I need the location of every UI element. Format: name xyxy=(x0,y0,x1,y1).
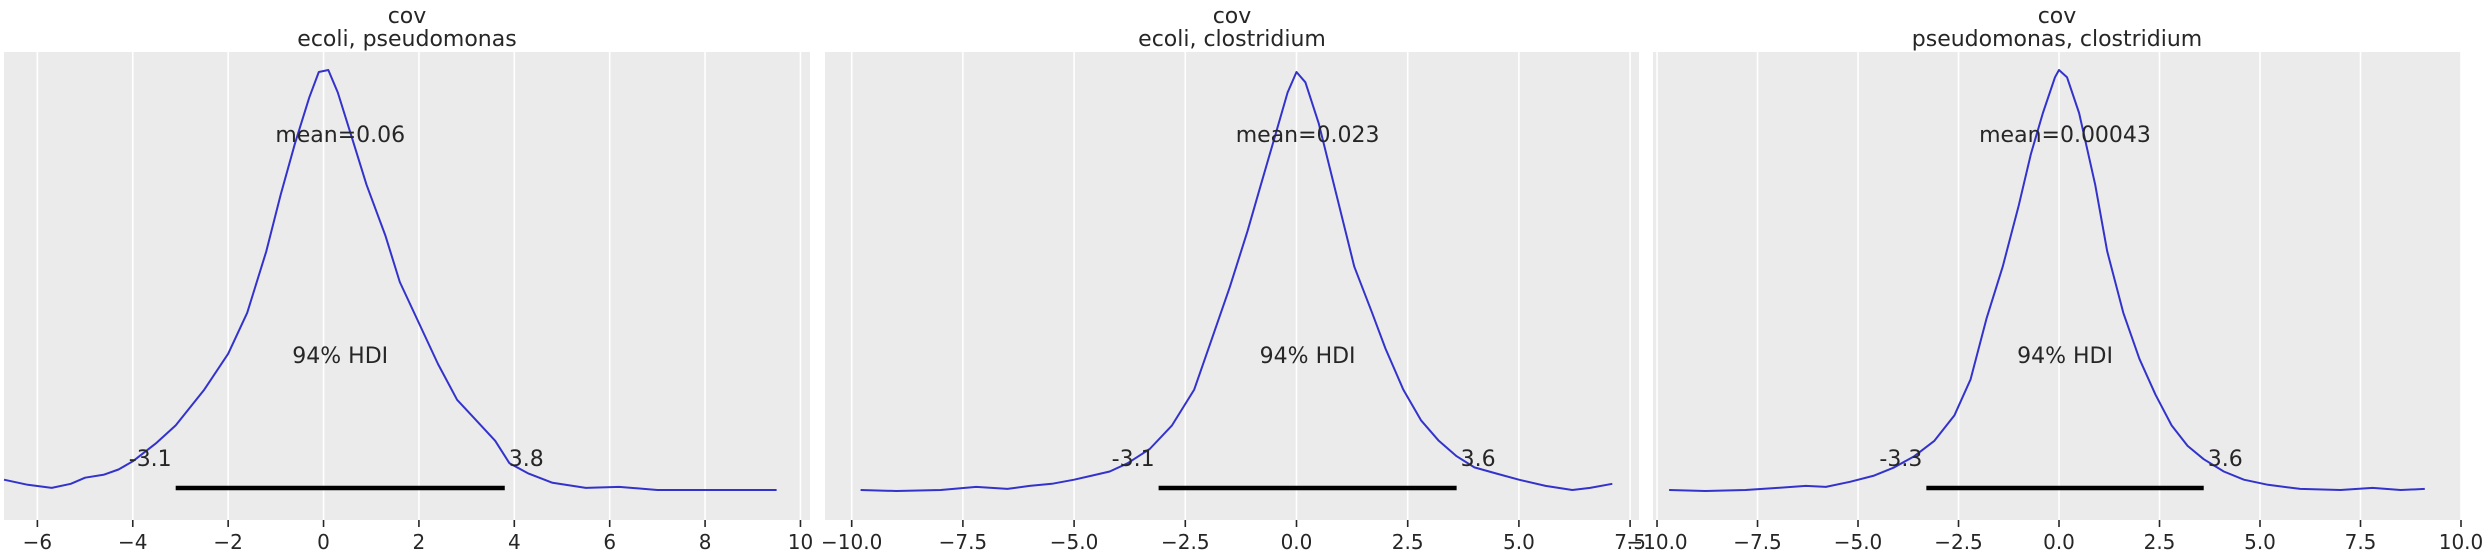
density-line-1 xyxy=(1669,69,2425,492)
x-tick-label: −2.5 xyxy=(1934,530,1983,552)
x-tick-label: 6 xyxy=(603,530,616,552)
plot-background xyxy=(825,52,1639,520)
hdi-lower-label: -3.3 xyxy=(1879,447,1922,472)
chart-title: cov xyxy=(388,4,427,29)
x-tick-label: −10.0 xyxy=(1626,530,1687,552)
hdi-label: 94% HDI xyxy=(1260,344,1356,369)
plot-background xyxy=(4,52,810,520)
x-tick-label: −2 xyxy=(213,530,242,552)
x-tick-label: 0 xyxy=(317,530,330,552)
hdi-label: 94% HDI xyxy=(292,344,388,369)
hdi-upper-label: 3.6 xyxy=(1461,447,1496,472)
x-tick-label: 7.5 xyxy=(2345,530,2377,552)
x-tick-label: −7.5 xyxy=(939,530,988,552)
x-tick-label: 0.0 xyxy=(1281,530,1313,552)
x-tick-label: −2.5 xyxy=(1161,530,1210,552)
x-tick-label: 5.0 xyxy=(2244,530,2276,552)
x-tick-label: 2.5 xyxy=(2144,530,2176,552)
hdi-upper-label: 3.8 xyxy=(509,447,544,472)
density-line-1 xyxy=(860,71,1613,492)
chart-title: cov xyxy=(2038,4,2077,29)
x-tick-label: −7.5 xyxy=(1733,530,1782,552)
mean-label: mean=0.00043 xyxy=(1979,123,2151,148)
x-tick-label: −5.0 xyxy=(1050,530,1099,552)
x-tick-label: 5.0 xyxy=(1503,530,1535,552)
x-tick-label: 4 xyxy=(508,530,521,552)
x-tick-label: −10.0 xyxy=(821,530,882,552)
x-tick-label: 2.5 xyxy=(1392,530,1424,552)
x-tick-label: −5.0 xyxy=(1834,530,1883,552)
x-tick-label: 10 xyxy=(788,530,813,552)
hdi-label: 94% HDI xyxy=(2017,344,2113,369)
chart-subtitle: ecoli, pseudomonas xyxy=(297,27,516,52)
mean-label: mean=0.023 xyxy=(1236,123,1380,148)
hdi-upper-label: 3.6 xyxy=(2208,447,2243,472)
mean-label: mean=0.06 xyxy=(275,123,405,148)
density-line-1 xyxy=(3,69,777,491)
chart-subtitle: ecoli, clostridium xyxy=(1138,27,1326,52)
chart-title: cov xyxy=(1213,4,1252,29)
x-tick-label: 7.5 xyxy=(1614,530,1646,552)
plot-background xyxy=(1653,52,2461,520)
hdi-lower-label: -3.1 xyxy=(1112,447,1155,472)
x-tick-label: 10.0 xyxy=(2439,530,2484,552)
x-tick-label: −4 xyxy=(118,530,147,552)
x-tick-label: −6 xyxy=(23,530,52,552)
x-tick-label: 0.0 xyxy=(2043,530,2075,552)
x-tick-label: 2 xyxy=(413,530,426,552)
chart-panel-3: −10.0 −7.5 −5.0 −2.5 0.0 2.5 5.0 7.5 10.0 covpseu… xyxy=(1626,4,2484,554)
hdi-lower-label: -3.1 xyxy=(129,447,172,472)
x-tick-label: 8 xyxy=(699,530,712,552)
chart-subtitle: pseudomonas, clostridium xyxy=(1912,27,2202,52)
